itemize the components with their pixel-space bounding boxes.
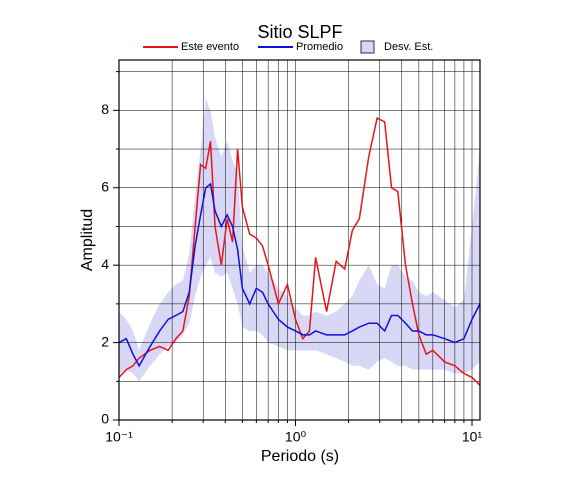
series-line [118, 182, 481, 368]
y-axis-label: Amplitud [79, 209, 96, 271]
x-tick-label: 10⁻¹ [105, 429, 133, 445]
legend-swatch [360, 40, 375, 54]
series-line [118, 116, 481, 386]
x-tick-label: 10⁰ [285, 429, 307, 445]
y-tick-label: 6 [101, 178, 109, 194]
x-axis-label: Periodo (s) [261, 448, 339, 465]
y-tick-label: 0 [101, 411, 109, 427]
y-tick-label: 2 [101, 333, 109, 349]
y-tick-label: 8 [101, 101, 109, 117]
legend-label: Este evento [181, 41, 239, 53]
std-band [119, 98, 480, 382]
legend-label: Desv. Est. [384, 41, 433, 53]
plot-frame [118, 59, 481, 421]
x-tick-label: 10¹ [462, 429, 483, 445]
y-tick-label: 4 [101, 256, 109, 272]
legend-label: Promedio [296, 41, 343, 53]
chart-title: Sitio SLPF [257, 22, 342, 42]
